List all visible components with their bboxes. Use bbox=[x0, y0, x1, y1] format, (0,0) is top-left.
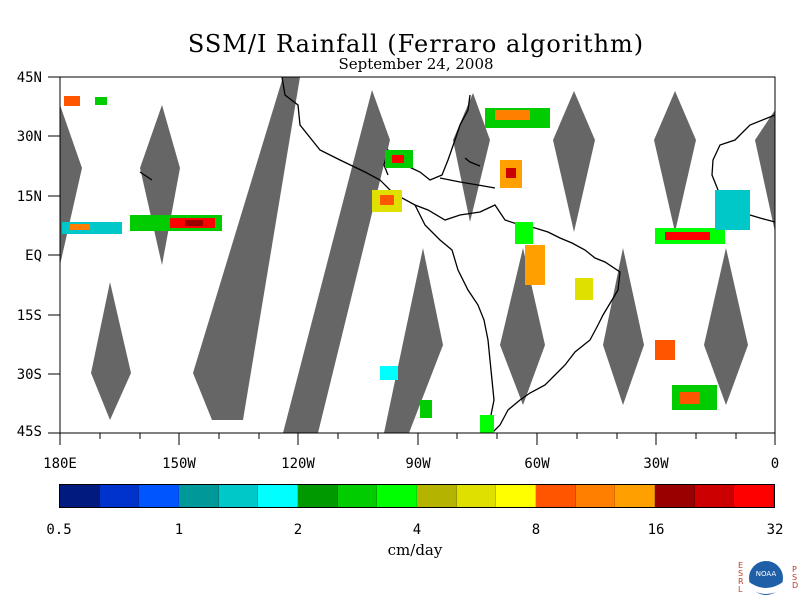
lon-label-90w: 90W bbox=[405, 456, 431, 472]
colorbar-swatch bbox=[734, 485, 775, 507]
colorbar-swatch bbox=[258, 485, 299, 507]
caribbean-islands bbox=[439, 177, 496, 189]
lon-label-30w: 30W bbox=[643, 456, 669, 472]
lon-label-120w: 120W bbox=[281, 456, 315, 472]
americas-east-coast bbox=[281, 77, 621, 433]
rain-cell bbox=[70, 224, 90, 230]
swath-gap bbox=[91, 282, 131, 420]
swath-gap bbox=[193, 77, 300, 420]
axis-ticks bbox=[48, 76, 776, 445]
cuba bbox=[464, 157, 481, 167]
rain-cell bbox=[665, 232, 710, 240]
rain-cell bbox=[480, 415, 494, 433]
colorbar-tick-label: 8 bbox=[531, 522, 541, 538]
lat-label-45s: 45S bbox=[16, 424, 42, 440]
swath-gap bbox=[654, 91, 696, 232]
swath-gap bbox=[553, 91, 595, 232]
swath-gap bbox=[500, 248, 545, 405]
colorbar-swatch bbox=[218, 485, 259, 507]
colorbar-swatch bbox=[615, 485, 656, 507]
swath-gap bbox=[603, 248, 644, 405]
rain-cell bbox=[680, 392, 700, 404]
colorbar-swatch bbox=[337, 485, 378, 507]
colorbar bbox=[59, 484, 775, 508]
lon-label-180e: 180E bbox=[43, 456, 77, 472]
rain-cell bbox=[420, 400, 432, 418]
lon-label-150w: 150W bbox=[162, 456, 196, 472]
swath-gap bbox=[140, 105, 180, 265]
swath-gap bbox=[283, 90, 390, 433]
lat-label-45n: 45N bbox=[16, 70, 42, 86]
colorbar-tick-label: 4 bbox=[412, 522, 422, 538]
colorbar-swatch bbox=[179, 485, 219, 507]
swath-gaps bbox=[60, 77, 775, 433]
colorbar-swatch bbox=[456, 485, 497, 507]
colorbar-tick-label: 1 bbox=[174, 522, 184, 538]
rain-cell bbox=[515, 222, 533, 244]
rain-cell bbox=[715, 190, 750, 230]
lon-label-0: 0 bbox=[770, 456, 780, 472]
swath-gap bbox=[704, 248, 748, 405]
rain-cell bbox=[64, 96, 80, 106]
rain-cell bbox=[95, 97, 107, 105]
rain-cell bbox=[506, 168, 516, 178]
lat-label-30n: 30N bbox=[16, 129, 42, 145]
colorbar-swatch bbox=[694, 485, 735, 507]
coastlines bbox=[139, 77, 775, 433]
map-subtitle: September 24, 2008 bbox=[338, 55, 494, 73]
rain-cell bbox=[392, 155, 404, 163]
hawaii bbox=[139, 171, 153, 181]
svg-text:NOAA: NOAA bbox=[756, 570, 777, 578]
lat-label-15n: 15N bbox=[16, 189, 42, 205]
lat-label-30s: 30S bbox=[16, 367, 42, 383]
rain-cell bbox=[185, 220, 203, 226]
south-america-west-coast bbox=[414, 204, 495, 433]
colorbar-tick-label: 2 bbox=[293, 522, 303, 538]
noaa-emblem-icon: NOAA bbox=[747, 559, 785, 597]
lon-label-60w: 60W bbox=[524, 456, 550, 472]
swath-gap bbox=[453, 93, 490, 222]
map-title: SSM/I Rainfall (Ferraro algorithm) bbox=[187, 30, 645, 58]
rain-cell bbox=[525, 245, 545, 285]
lat-label-eq: EQ bbox=[25, 248, 42, 264]
swath-gap bbox=[384, 248, 443, 433]
colorbar-swatch bbox=[377, 485, 418, 507]
noaa-logo: NOAA bbox=[735, 558, 797, 598]
swath-gap bbox=[755, 110, 775, 232]
colorbar-swatch bbox=[655, 485, 695, 507]
colorbar-swatch bbox=[60, 485, 100, 507]
rain-cell bbox=[575, 278, 593, 300]
colorbar-swatch bbox=[139, 485, 180, 507]
colorbar-tick-label: 16 bbox=[647, 522, 665, 538]
colorbar-units: cm/day bbox=[387, 541, 443, 559]
rain-cell bbox=[655, 340, 675, 360]
colorbar-swatch bbox=[298, 485, 338, 507]
swath-gap bbox=[60, 105, 82, 265]
rain-cell bbox=[380, 195, 394, 205]
colorbar-swatch bbox=[496, 485, 537, 507]
colorbar-swatch bbox=[99, 485, 140, 507]
colorbar-swatch bbox=[536, 485, 576, 507]
rainfall-cells bbox=[62, 96, 750, 433]
rain-cell bbox=[380, 366, 398, 380]
colorbar-swatch bbox=[417, 485, 457, 507]
colorbar-swatch bbox=[575, 485, 616, 507]
colorbar-tick-label: 32 bbox=[766, 522, 784, 538]
rain-cell bbox=[495, 110, 530, 120]
colorbar-tick-label: 0.5 bbox=[46, 522, 72, 538]
lat-label-15s: 15S bbox=[16, 308, 42, 324]
